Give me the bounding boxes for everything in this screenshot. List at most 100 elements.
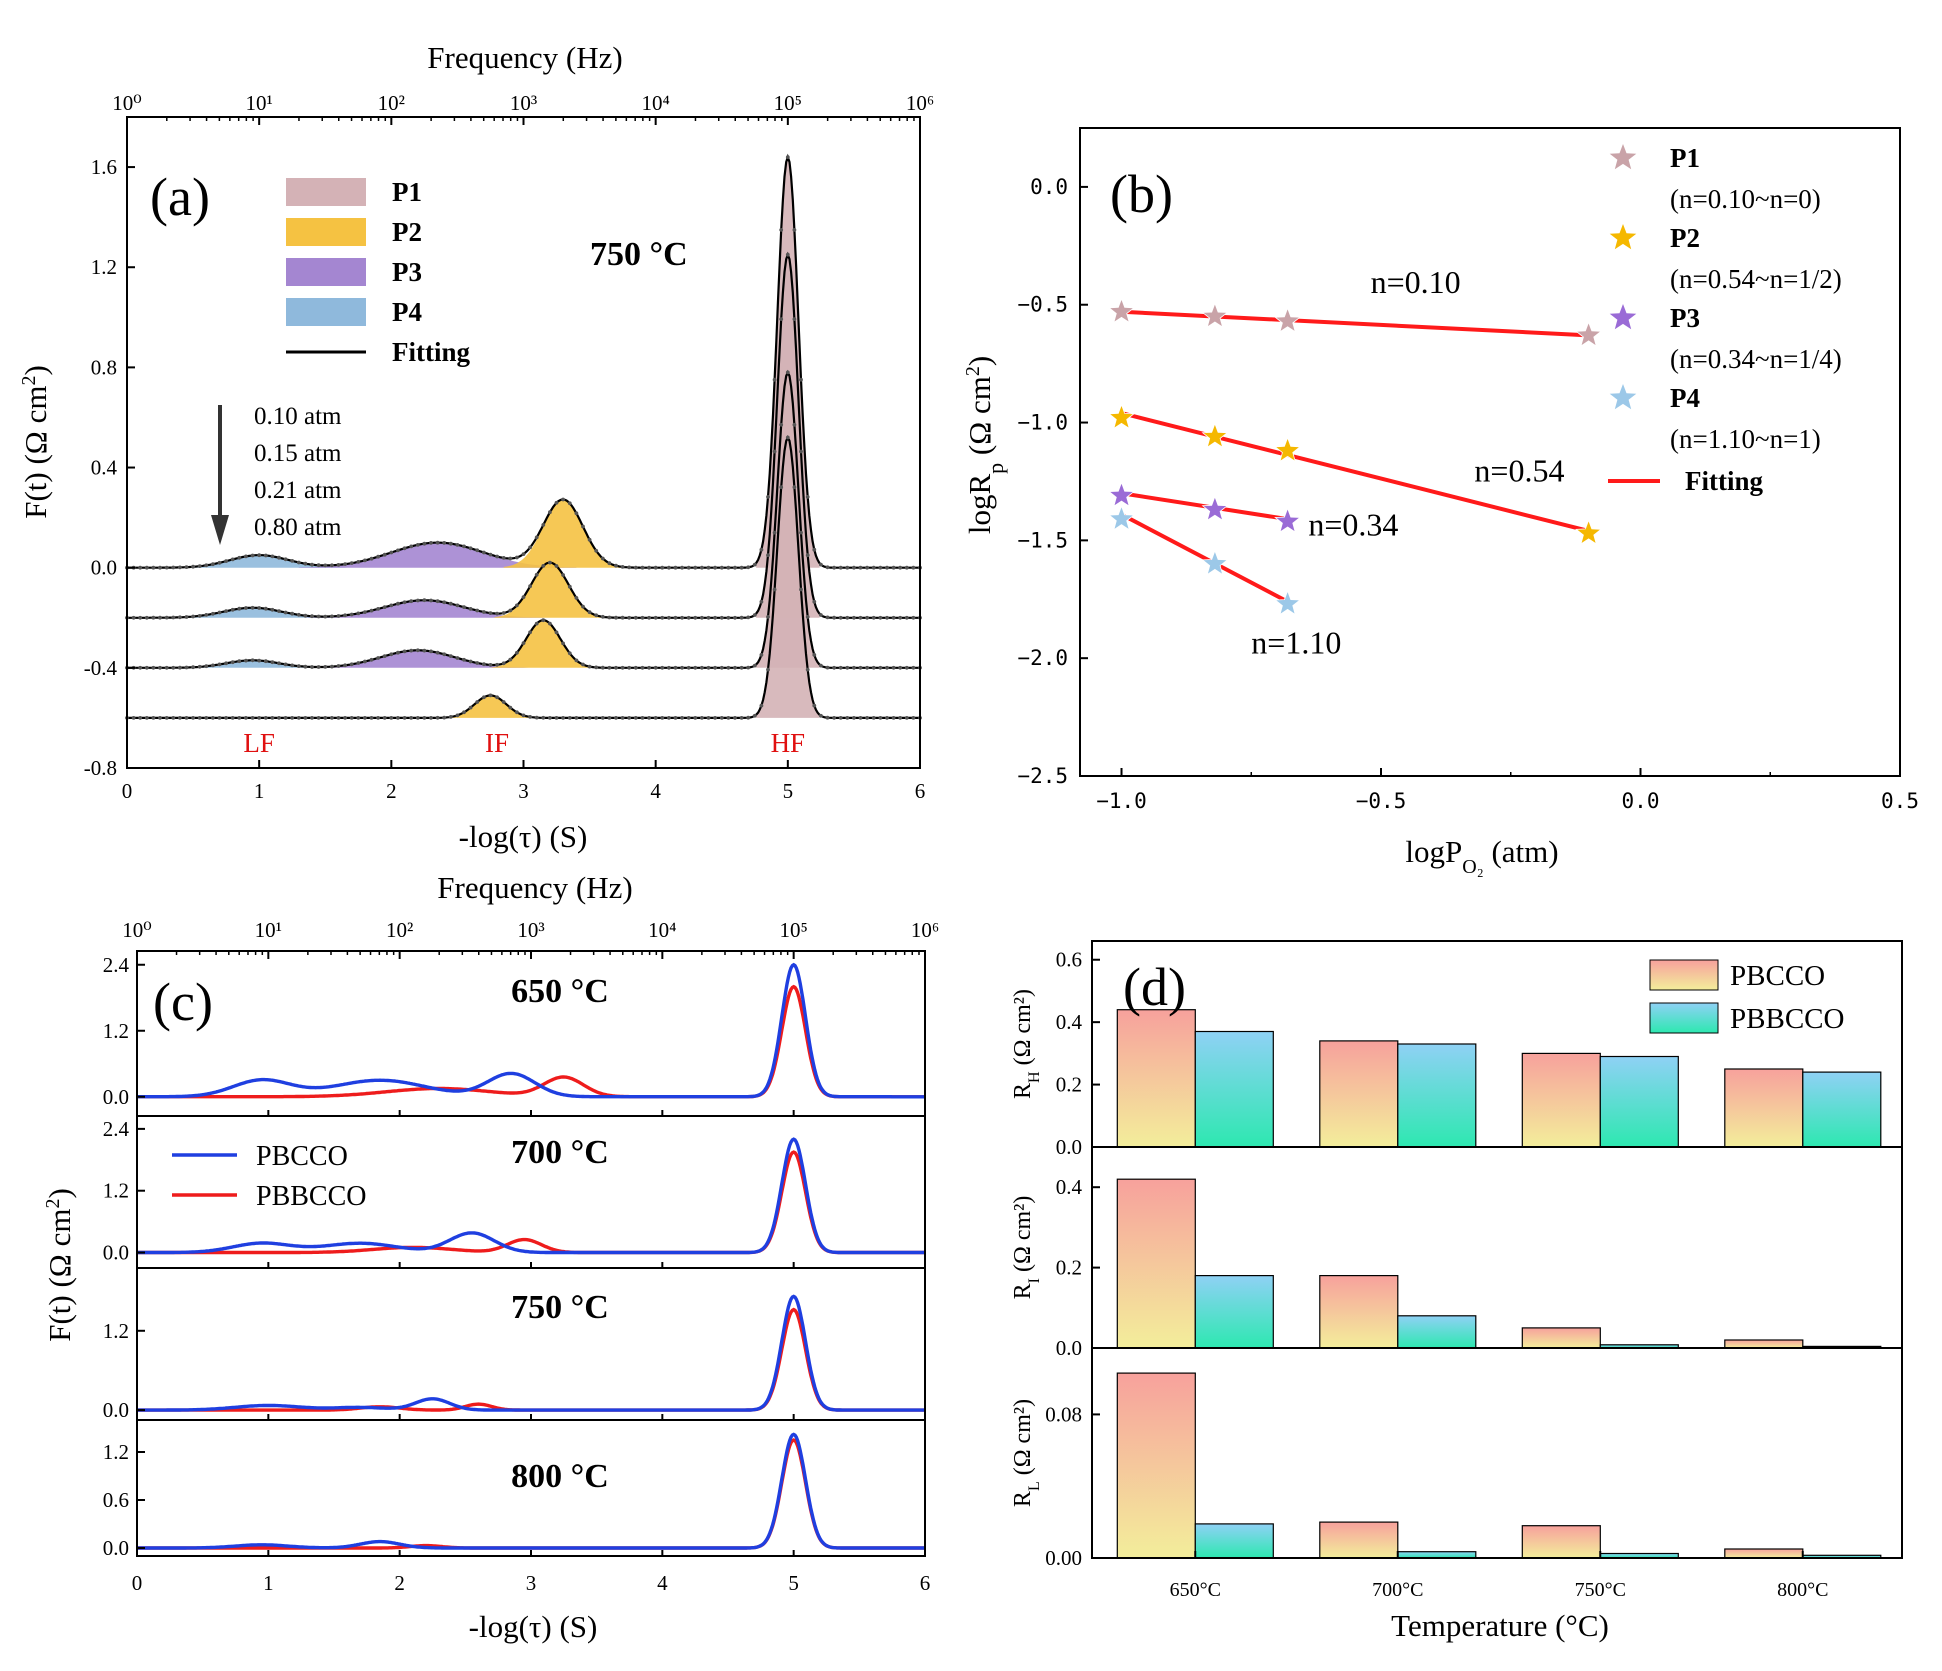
data-point <box>653 565 658 570</box>
data-point <box>197 564 202 568</box>
data-point <box>197 664 202 669</box>
data-point <box>819 562 823 567</box>
data-point <box>144 665 149 670</box>
data-point <box>191 564 196 569</box>
data-point <box>766 495 770 499</box>
data-point <box>640 615 645 620</box>
data-point <box>244 658 248 663</box>
fit-line <box>1121 411 1590 533</box>
top-tick-label: 10⁴ <box>642 91 670 115</box>
data-point <box>290 716 295 720</box>
data-point <box>587 664 592 669</box>
bar-pbbcco <box>1599 1055 1679 1148</box>
legend-star <box>1609 144 1637 170</box>
data-point <box>290 663 295 668</box>
data-point <box>316 716 321 720</box>
data-point <box>746 615 751 620</box>
data-point <box>567 716 572 720</box>
data-point <box>785 370 790 375</box>
data-point <box>171 565 176 570</box>
data-point-star <box>1201 495 1229 522</box>
data-point <box>131 716 136 720</box>
data-point <box>627 665 632 670</box>
y-tick-label: 0.6 <box>103 1488 129 1512</box>
data-point <box>779 485 784 490</box>
data-point <box>825 665 830 670</box>
data-point <box>211 611 215 616</box>
legend-star <box>1609 304 1637 330</box>
data-point <box>581 524 585 529</box>
data-point <box>726 665 731 670</box>
data-point <box>719 565 724 570</box>
data-point <box>719 716 724 720</box>
data-point <box>230 557 235 562</box>
data-point <box>594 548 599 553</box>
data-point <box>554 500 559 505</box>
data-point <box>739 665 744 670</box>
data-point <box>614 716 618 720</box>
series-p3: n=0.34 <box>1108 481 1398 543</box>
data-point <box>250 716 255 720</box>
line-pbcco <box>137 1137 925 1255</box>
data-point <box>713 665 717 670</box>
data-point <box>845 665 850 670</box>
panel-a-pressure-list: 0.10 atm 0.15 atm 0.21 atm 0.80 atm <box>254 403 342 541</box>
data-point <box>330 614 334 619</box>
data-point <box>660 565 665 570</box>
data-point <box>224 559 229 563</box>
data-point <box>528 584 532 589</box>
data-point <box>296 716 301 720</box>
data-point <box>832 665 836 670</box>
data-point <box>581 604 585 609</box>
data-point <box>567 584 572 589</box>
data-point-star <box>1575 519 1603 545</box>
x-tick-label: 2 <box>394 1571 405 1595</box>
legend-swatch <box>286 178 366 206</box>
data-point <box>858 565 863 570</box>
y-tick-label: 0.0 <box>1056 1336 1082 1360</box>
data-point <box>600 665 605 670</box>
panel-a-region-labels: LF IF HF <box>243 728 805 758</box>
data-point <box>323 614 328 619</box>
data-point <box>211 562 215 567</box>
data-point <box>838 716 843 720</box>
data-point <box>349 612 354 617</box>
data-point <box>217 610 222 615</box>
data-point <box>415 543 420 547</box>
legend-label: P4 <box>392 297 422 327</box>
y-tick-label: 0.0 <box>1056 1135 1082 1159</box>
data-point <box>607 665 612 670</box>
data-point <box>296 612 301 617</box>
data-point <box>898 665 903 670</box>
data-point <box>640 565 645 570</box>
data-point <box>178 716 182 720</box>
data-point <box>607 615 612 620</box>
peak-p2 <box>494 562 606 618</box>
y-tick-label: 1.2 <box>103 1019 129 1043</box>
data-point <box>647 565 651 570</box>
data-point <box>402 649 407 654</box>
bar-pbcco <box>1319 1274 1399 1349</box>
x-tick-label: 5 <box>783 779 794 803</box>
data-point <box>594 716 599 720</box>
data-point <box>290 611 295 616</box>
data-point <box>323 563 328 568</box>
measured-points <box>125 252 922 620</box>
data-point <box>283 716 288 720</box>
data-point <box>812 653 817 657</box>
data-point <box>752 613 757 617</box>
data-point <box>891 565 896 570</box>
data-point <box>600 556 605 561</box>
data-point-star <box>1108 505 1135 531</box>
data-point <box>600 614 605 619</box>
legend-item-pbbcco: PBBCCO <box>1649 1002 1844 1035</box>
x-tick-label: 6 <box>920 1571 931 1595</box>
data-point <box>501 556 506 560</box>
data-point <box>779 228 784 232</box>
legend-swatch <box>1649 959 1719 991</box>
data-point <box>733 665 737 670</box>
data-point <box>667 615 671 620</box>
legend-item-p1: P1 <box>286 177 422 207</box>
data-point <box>455 543 460 547</box>
data-point <box>713 716 717 720</box>
